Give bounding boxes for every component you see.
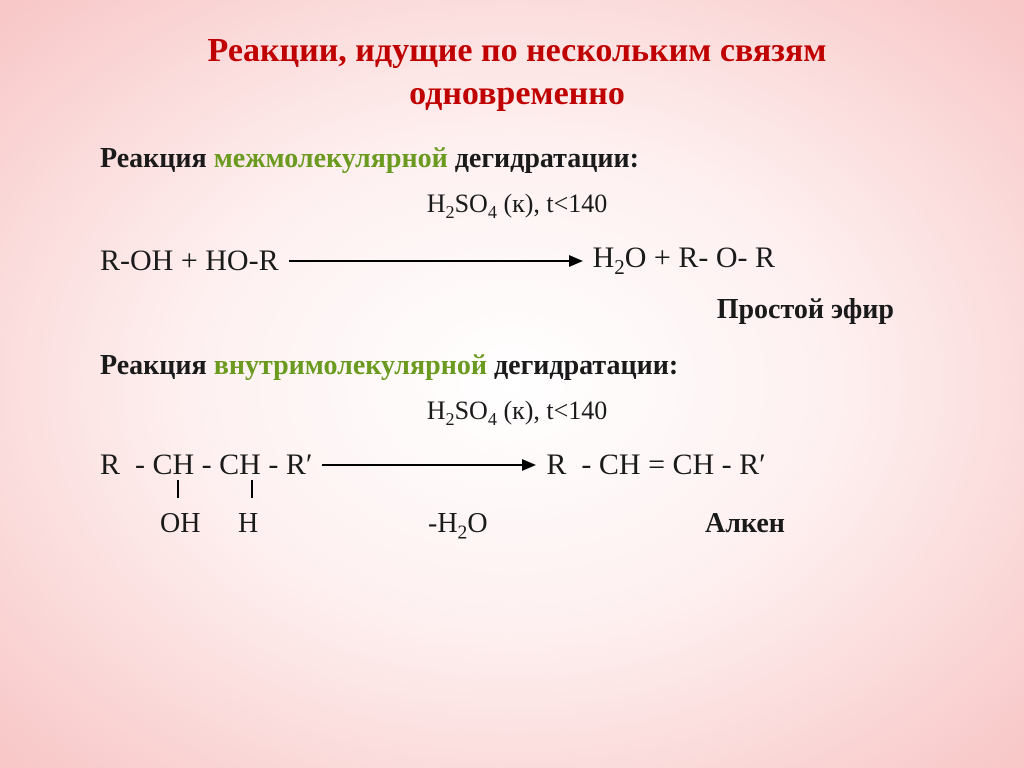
arrow-line bbox=[322, 464, 522, 466]
section1-heading: Реакция межмолекулярной дегидратации: bbox=[60, 143, 974, 175]
section1-tail: дегидратации: bbox=[448, 143, 639, 174]
section1-condition-text: H2SO4 (к), t<140 bbox=[427, 189, 608, 218]
section2-heading: Реакция внутримолекулярной дегидратации: bbox=[60, 350, 974, 382]
bond-bar-1 bbox=[177, 480, 179, 498]
section2-product-label: Алкен bbox=[705, 508, 785, 540]
arrow-head-icon bbox=[522, 459, 536, 471]
section1-lead: Реакция bbox=[100, 143, 214, 174]
section1-condition: H2SO4 (к), t<140 bbox=[60, 189, 974, 223]
eq1-left: R-OH + HO-R bbox=[100, 244, 279, 278]
bottom-row: OH H -H2O Алкен bbox=[60, 508, 974, 548]
eq2-right: R - CH = CH - R′ bbox=[546, 448, 765, 482]
sub-h: H bbox=[238, 508, 258, 540]
section1-accent: межмолекулярной bbox=[214, 143, 448, 174]
eq1-right: H2O + R- O- R bbox=[593, 241, 775, 280]
sub-oh: OH bbox=[160, 508, 200, 540]
slide-title: Реакции, идущие по нескольким связям одн… bbox=[60, 30, 974, 115]
eq1-arrow bbox=[289, 255, 583, 267]
equation-2: R - CH - CH - R′ R - CH = CH - R′ bbox=[60, 448, 974, 482]
section2-condition-text: H2SO4 (к), t<140 bbox=[427, 396, 608, 425]
byproduct: -H2O bbox=[428, 508, 488, 545]
equation-1: R-OH + HO-R H2O + R- O- R bbox=[60, 241, 974, 280]
eq2-arrow bbox=[322, 459, 536, 471]
section2-tail: дегидратации: bbox=[487, 350, 678, 381]
arrow-line bbox=[289, 260, 569, 262]
title-line-2: одновременно bbox=[409, 75, 625, 112]
section2-condition: H2SO4 (к), t<140 bbox=[60, 396, 974, 430]
section1-product-label: Простой эфир bbox=[60, 294, 974, 326]
section2-lead: Реакция bbox=[100, 350, 214, 381]
section2-accent: внутримолекулярной bbox=[214, 350, 487, 381]
arrow-head-icon bbox=[569, 255, 583, 267]
title-line-1: Реакции, идущие по нескольким связям bbox=[208, 32, 827, 69]
eq2-left: R - CH - CH - R′ bbox=[100, 448, 312, 482]
bond-bar-2 bbox=[251, 480, 253, 498]
